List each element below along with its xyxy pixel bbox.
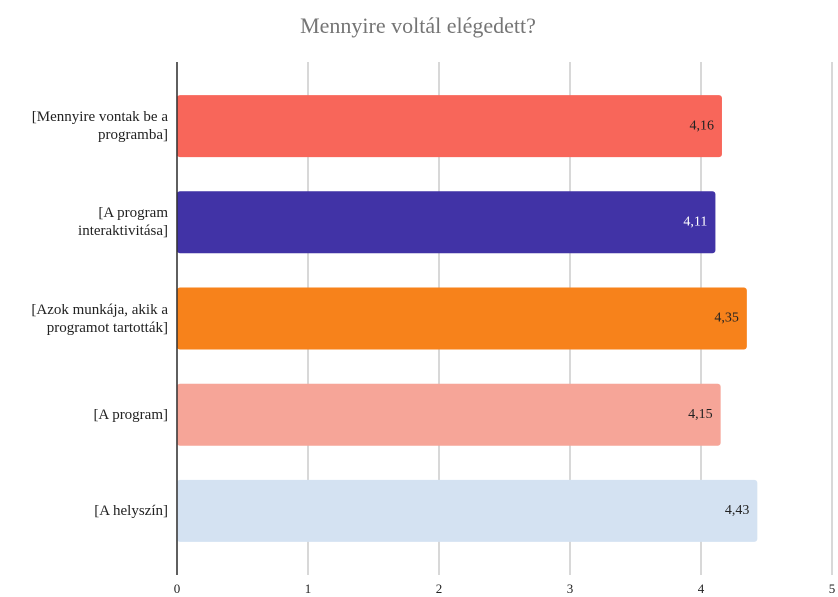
value-label: 4,35: [714, 311, 739, 326]
category-label: [A program interaktivitása]: [78, 205, 168, 240]
bar: [177, 95, 722, 158]
chart-title: Mennyire voltál elégedett?: [300, 13, 536, 38]
x-tick-label: 5: [829, 581, 836, 596]
category-label: [A program]: [93, 406, 168, 423]
value-label: 4,15: [688, 407, 713, 422]
x-tick-label: 4: [698, 581, 705, 596]
bar: [177, 479, 758, 542]
category-label: [Mennyire vontak be a programba]: [31, 109, 168, 144]
x-tick-label: 0: [174, 581, 181, 596]
category-label: [A helyszín]: [94, 502, 168, 519]
category-label: [Azok munkája, akik a programot tartottá…: [31, 301, 168, 336]
bar: [177, 287, 747, 350]
x-tick-label: 2: [436, 581, 443, 596]
value-label: 4,16: [689, 118, 714, 133]
x-tick-label: 1: [305, 581, 312, 596]
value-label: 4,43: [725, 503, 750, 518]
x-tick-label: 3: [567, 581, 574, 596]
value-label: 4,11: [683, 215, 707, 230]
bar: [177, 383, 721, 446]
bar: [177, 191, 716, 254]
